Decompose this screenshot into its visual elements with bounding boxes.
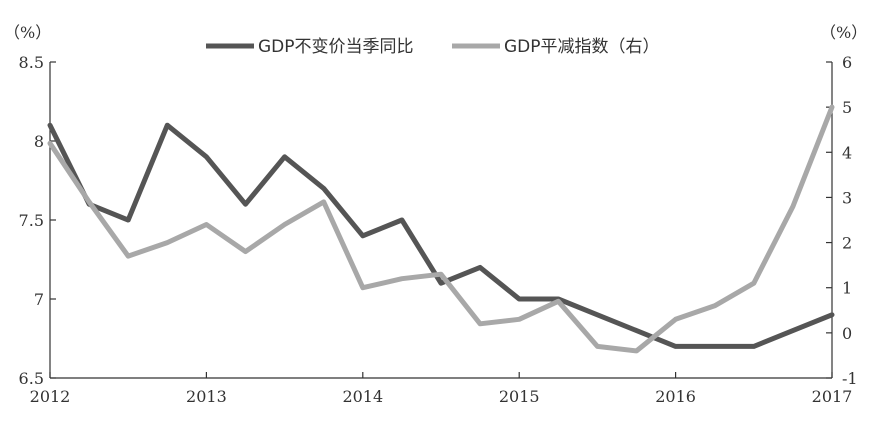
series-line-gdp-deflator <box>47 104 835 354</box>
right-axis-ticks: -1 0 1 2 3 4 5 6 <box>826 53 858 388</box>
left-tick-label: 6.5 <box>19 369 44 388</box>
series-layer <box>47 104 835 354</box>
x-tick-label: 2017 <box>812 387 853 406</box>
x-tick-label: 2015 <box>499 387 540 406</box>
legend: GDP不变价当季同比 GDP平减指数（右） <box>206 37 660 57</box>
legend-label-gdp-real: GDP不变价当季同比 <box>258 37 414 57</box>
left-axis-ticks: 6.5 7 7.5 8 8.5 <box>19 53 56 388</box>
right-tick-label: 1 <box>842 279 852 298</box>
x-axis-ticks: 2012 2013 2014 2015 2016 2017 <box>30 372 853 406</box>
x-tick-label: 2012 <box>30 387 71 406</box>
x-tick-label: 2013 <box>186 387 227 406</box>
right-tick-label: 0 <box>842 324 852 343</box>
x-tick-label: 2014 <box>342 387 383 406</box>
left-tick-label: 8.5 <box>19 53 44 72</box>
left-axis-unit-label: （%） <box>4 23 51 42</box>
right-tick-label: 5 <box>842 98 852 117</box>
right-tick-label: 4 <box>842 143 852 162</box>
legend-label-gdp-deflator: GDP平减指数（右） <box>504 37 660 57</box>
left-axis-unit: （%） <box>4 23 51 42</box>
left-tick-label: 7.5 <box>19 211 44 230</box>
right-tick-label: 3 <box>842 188 852 207</box>
left-tick-label: 7 <box>34 290 44 309</box>
series-line-gdp-real <box>47 122 835 349</box>
left-tick-label: 8 <box>34 132 44 151</box>
plot-area <box>49 62 833 379</box>
right-tick-label: 2 <box>842 234 852 253</box>
x-tick-label: 2016 <box>655 387 696 406</box>
right-tick-label: 6 <box>842 53 852 72</box>
right-axis-unit-label: （%） <box>820 23 867 42</box>
right-tick-label: -1 <box>842 369 858 388</box>
right-axis-unit: （%） <box>820 23 867 42</box>
